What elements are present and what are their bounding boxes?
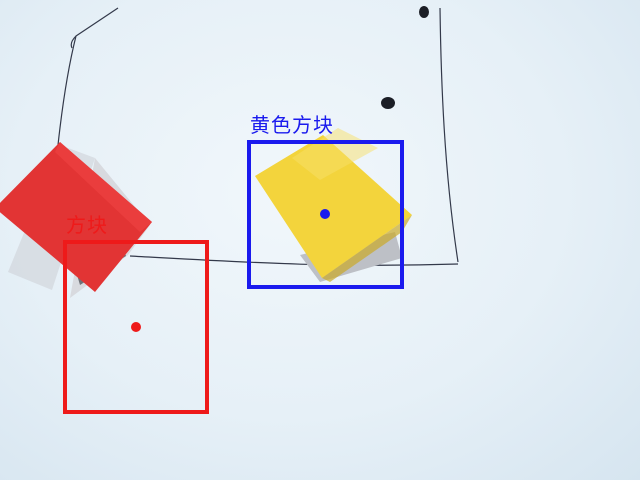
center-point-red xyxy=(131,322,141,332)
pen-outline xyxy=(57,7,459,266)
center-point-yellow xyxy=(320,209,330,219)
ink-dot xyxy=(381,97,395,109)
detection-label-yellow: 黄色方块 xyxy=(250,113,334,137)
red-cube xyxy=(0,142,152,298)
detection-box-yellow xyxy=(247,140,404,289)
yellow-cube xyxy=(255,128,412,282)
ink-dot xyxy=(419,6,429,18)
detection-box-red xyxy=(63,240,209,414)
detection-label-red: 方块 xyxy=(66,213,108,237)
